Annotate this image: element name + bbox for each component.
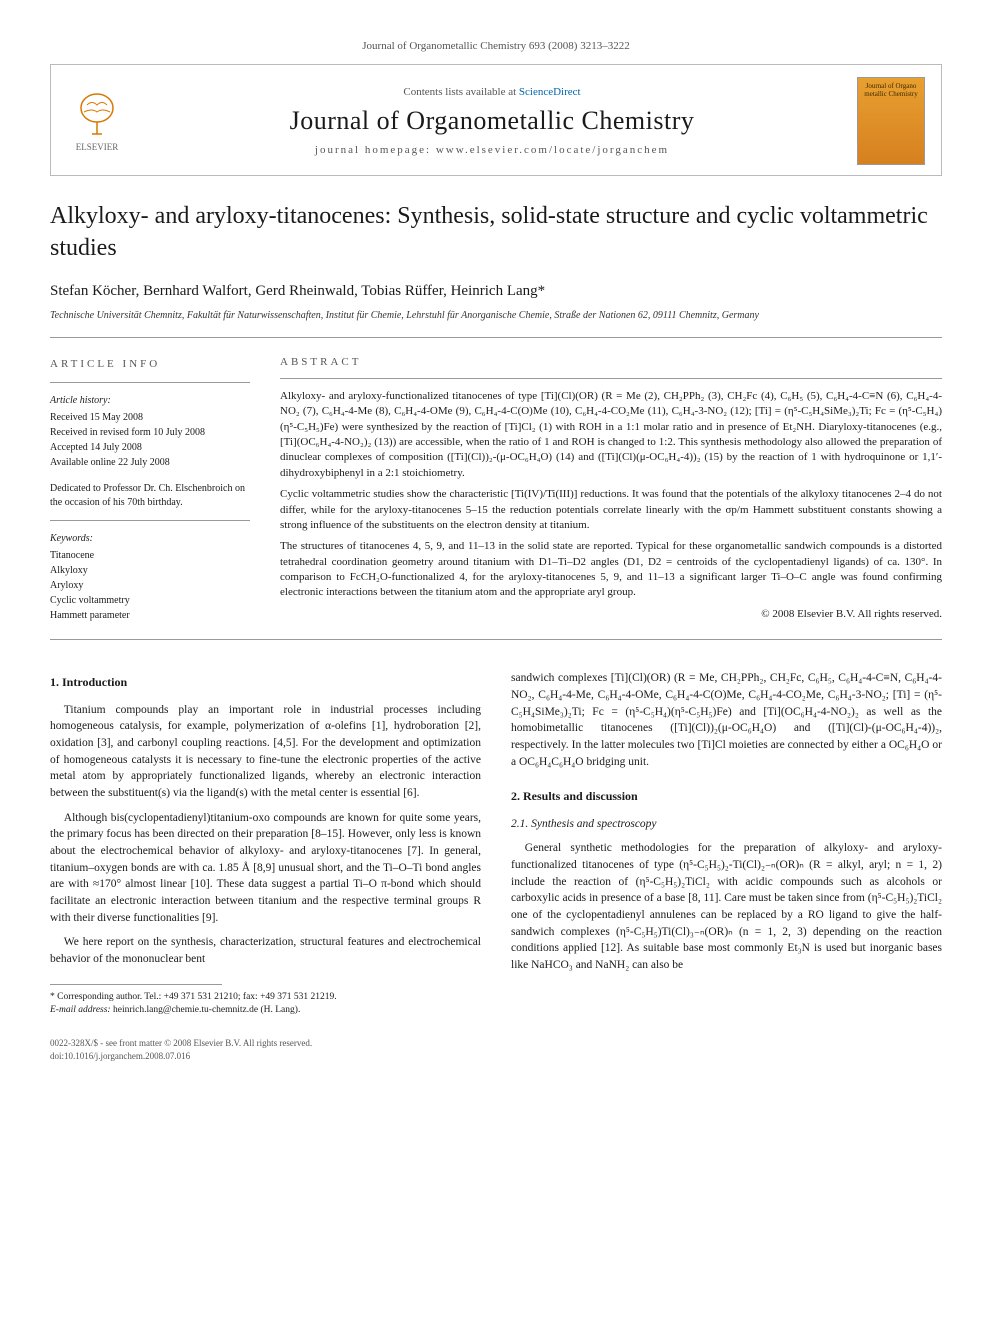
keyword: Alkyloxy [50,563,250,578]
issn-line: 0022-328X/$ - see front matter © 2008 El… [50,1037,481,1050]
contents-prefix: Contents lists available at [403,86,518,98]
keywords-label: Keywords: [50,531,250,546]
results-p1: General synthetic methodologies for the … [511,840,942,973]
left-column: 1. Introduction Titanium compounds play … [50,670,481,1062]
journal-cover-thumb: Journal of Organo metallic Chemistry [857,77,925,165]
sciencedirect-link[interactable]: ScienceDirect [519,86,581,98]
elsevier-text: ELSEVIER [76,142,119,152]
intro-p3: We here report on the synthesis, charact… [50,934,481,967]
corresponding-author-note: * Corresponding author. Tel.: +49 371 53… [50,991,481,1018]
doi-line: doi:10.1016/j.jorganchem.2008.07.016 [50,1050,481,1063]
dedication: Dedicated to Professor Dr. Ch. Elschenbr… [50,482,250,510]
footnote-separator [50,984,222,985]
divider [50,639,942,640]
journal-homepage: journal homepage: www.elsevier.com/locat… [143,144,841,156]
elsevier-logo: ELSEVIER [67,86,127,156]
copyright: © 2008 Elsevier B.V. All rights reserved… [280,607,942,622]
keyword: Hammett parameter [50,608,250,623]
history-received: Received 15 May 2008 [50,410,250,425]
history-online: Available online 22 July 2008 [50,455,250,470]
contents-available-line: Contents lists available at ScienceDirec… [143,86,841,98]
email-label: E-mail address: [50,1005,111,1015]
article-info-heading: ARTICLE INFO [50,356,250,373]
intro-p4-continued: sandwich complexes [Ti](Cl)(OR) (R = Me,… [511,670,942,770]
right-column: sandwich complexes [Ti](Cl)(OR) (R = Me,… [511,670,942,1062]
abstract-p3: The structures of titanocenes 4, 5, 9, a… [280,539,942,601]
page-citation-header: Journal of Organometallic Chemistry 693 … [50,40,942,52]
abstract-p2: Cyclic voltammetric studies show the cha… [280,487,942,533]
keyword: Titanocene [50,548,250,563]
email-value: heinrich.lang@chemie.tu-chemnitz.de (H. … [113,1005,300,1015]
article-title: Alkyloxy- and aryloxy-titanocenes: Synth… [50,200,942,265]
footer-issn-doi: 0022-328X/$ - see front matter © 2008 El… [50,1037,481,1062]
keyword: Aryloxy [50,578,250,593]
history-revised: Received in revised form 10 July 2008 [50,425,250,440]
authors-line: Stefan Köcher, Bernhard Walfort, Gerd Rh… [50,283,942,300]
journal-name: Journal of Organometallic Chemistry [143,106,841,136]
history-accepted: Accepted 14 July 2008 [50,440,250,455]
keyword: Cyclic voltammetry [50,593,250,608]
two-column-body: 1. Introduction Titanium compounds play … [50,670,942,1062]
results-heading: 2. Results and discussion [511,788,942,805]
corr-author-line: * Corresponding author. Tel.: +49 371 53… [50,991,481,1004]
info-abstract-row: ARTICLE INFO Article history: Received 1… [50,356,942,624]
affiliation: Technische Universität Chemnitz, Fakultä… [50,310,942,321]
keywords-list: Titanocene Alkyloxy Aryloxy Cyclic volta… [50,548,250,623]
divider [50,337,942,338]
intro-heading: 1. Introduction [50,674,481,691]
email-line: E-mail address: heinrich.lang@chemie.tu-… [50,1004,481,1017]
history-label: Article history: [50,393,250,408]
elsevier-tree-icon [72,90,122,140]
article-info-column: ARTICLE INFO Article history: Received 1… [50,356,250,624]
journal-info-block: Contents lists available at ScienceDirec… [143,86,841,156]
journal-box: ELSEVIER Contents lists available at Sci… [50,64,942,176]
abstract-p1: Alkyloxy- and aryloxy-functionalized tit… [280,389,942,481]
abstract-heading: ABSTRACT [280,356,942,368]
intro-p1: Titanium compounds play an important rol… [50,702,481,802]
abstract-text: Alkyloxy- and aryloxy-functionalized tit… [280,389,942,622]
abstract-column: ABSTRACT Alkyloxy- and aryloxy-functiona… [280,356,942,624]
intro-p2: Although bis(cyclopentadienyl)titanium-o… [50,810,481,927]
synthesis-subheading: 2.1. Synthesis and spectroscopy [511,816,942,833]
